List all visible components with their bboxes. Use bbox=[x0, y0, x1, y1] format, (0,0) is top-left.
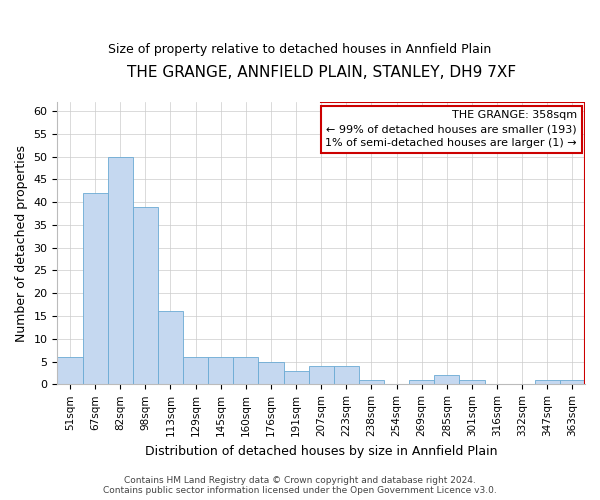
Bar bbox=[158, 312, 183, 384]
Title: THE GRANGE, ANNFIELD PLAIN, STANLEY, DH9 7XF: THE GRANGE, ANNFIELD PLAIN, STANLEY, DH9… bbox=[127, 65, 516, 80]
Text: Contains HM Land Registry data © Crown copyright and database right 2024.: Contains HM Land Registry data © Crown c… bbox=[124, 476, 476, 485]
Text: THE GRANGE: 358sqm
← 99% of detached houses are smaller (193)
1% of semi-detache: THE GRANGE: 358sqm ← 99% of detached hou… bbox=[325, 110, 577, 148]
Bar bbox=[107, 156, 133, 384]
X-axis label: Distribution of detached houses by size in Annfield Plain: Distribution of detached houses by size … bbox=[145, 444, 497, 458]
Bar bbox=[434, 375, 460, 384]
Bar bbox=[208, 357, 233, 384]
Bar bbox=[359, 380, 384, 384]
Bar bbox=[308, 366, 334, 384]
Bar bbox=[83, 193, 107, 384]
Bar bbox=[58, 357, 83, 384]
Bar bbox=[259, 362, 284, 384]
Bar bbox=[133, 206, 158, 384]
Bar bbox=[460, 380, 485, 384]
Bar bbox=[560, 380, 585, 384]
Bar bbox=[535, 380, 560, 384]
Bar bbox=[334, 366, 359, 384]
Y-axis label: Number of detached properties: Number of detached properties bbox=[15, 144, 28, 342]
Bar bbox=[284, 370, 308, 384]
Bar bbox=[409, 380, 434, 384]
Bar bbox=[183, 357, 208, 384]
Text: Contains public sector information licensed under the Open Government Licence v3: Contains public sector information licen… bbox=[103, 486, 497, 495]
Text: Size of property relative to detached houses in Annfield Plain: Size of property relative to detached ho… bbox=[109, 42, 491, 56]
Bar bbox=[233, 357, 259, 384]
